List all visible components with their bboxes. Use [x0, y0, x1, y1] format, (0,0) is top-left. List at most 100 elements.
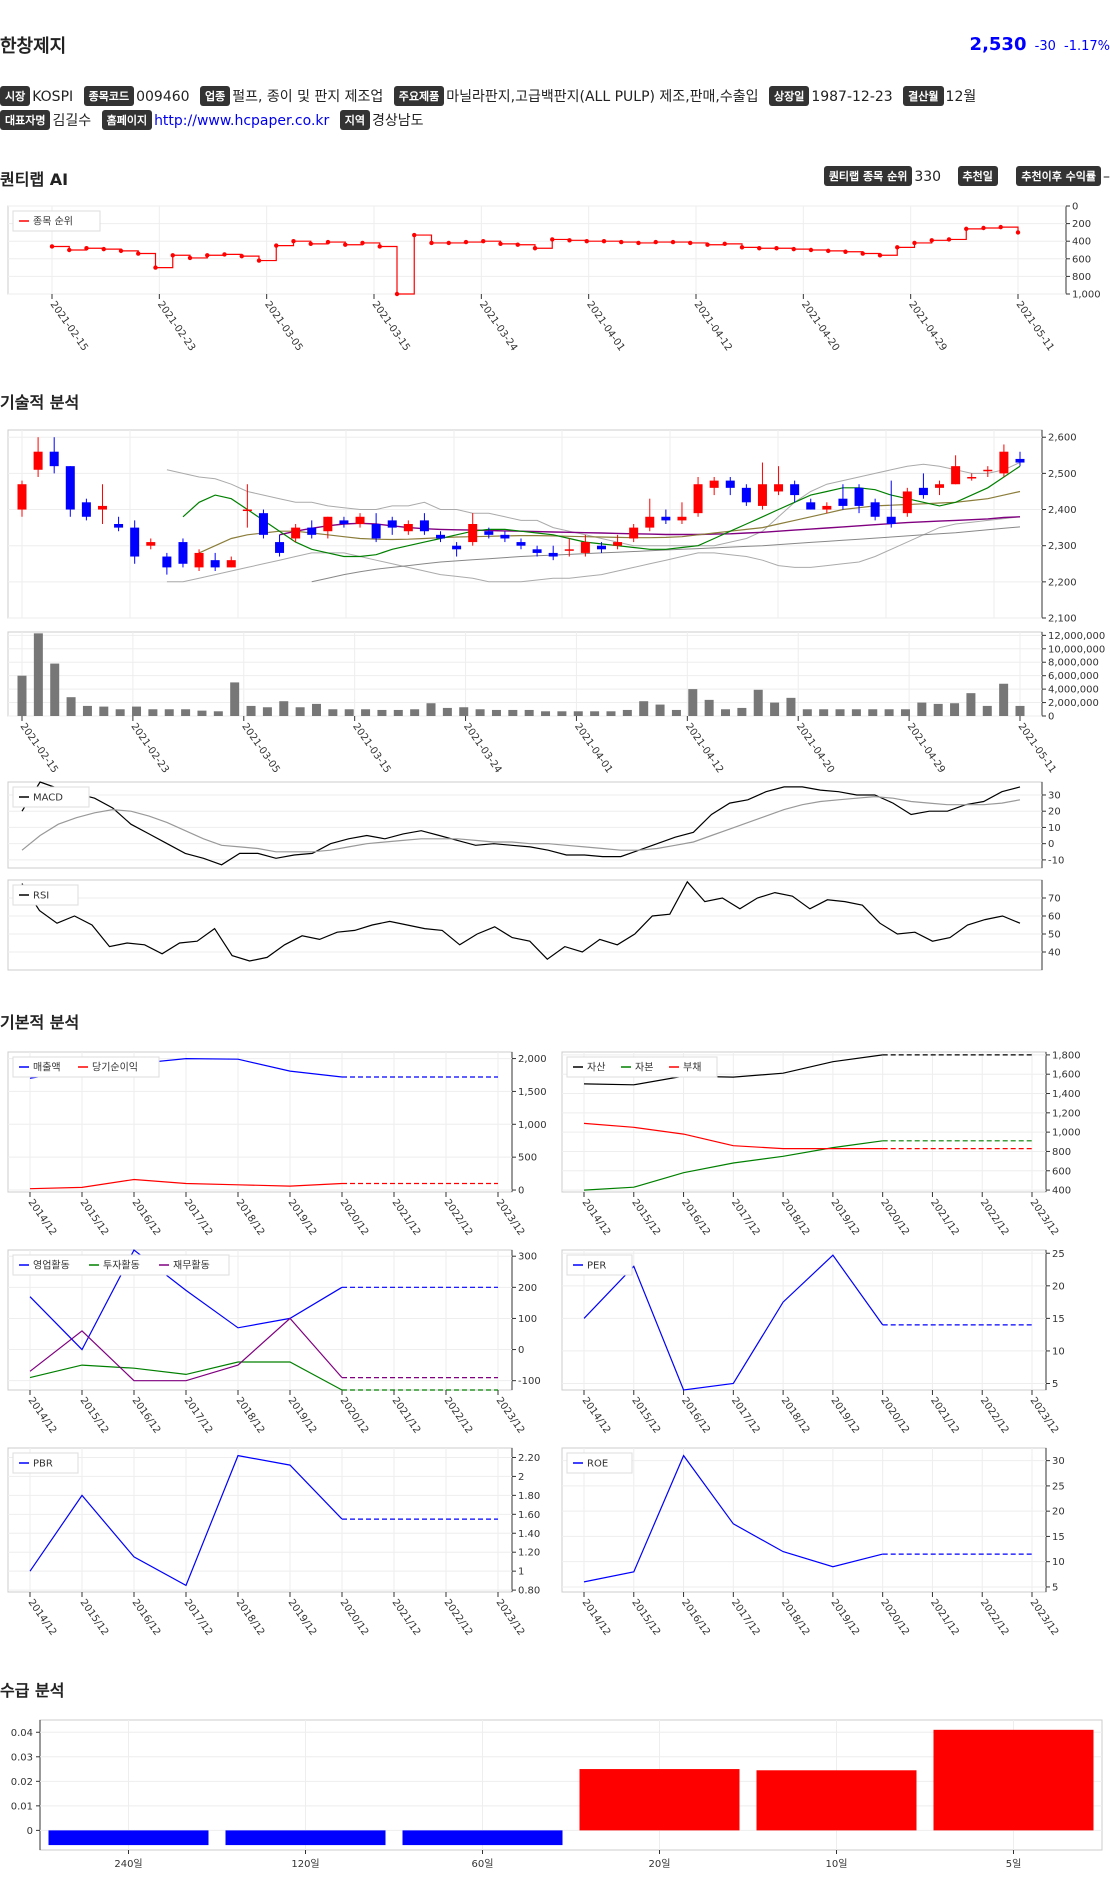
pbr-y-tick-label: 1.80: [518, 1491, 540, 1502]
supply-bar: [48, 1830, 209, 1846]
macd-y-tick-label: 20: [1048, 807, 1061, 818]
macd-y-tick-label: -10: [1048, 855, 1064, 866]
supply-bar: [402, 1830, 563, 1846]
roe-legend-box: [566, 1452, 633, 1474]
assets-legend-box: [566, 1056, 718, 1078]
assets-y-tick-label: 1,600: [1052, 1070, 1081, 1081]
volume-y-tick-label: 6,000,000: [1048, 671, 1099, 682]
volume-bar: [66, 697, 76, 716]
current-price: 2,530: [969, 34, 1027, 55]
rank-point: [136, 251, 141, 256]
candle-y-tick-label: 2,500: [1048, 469, 1077, 480]
supply-y-tick-label: 0: [27, 1826, 33, 1837]
rank-x-tick-label: 2021-03-15: [370, 299, 412, 353]
roe-y-tick-label: 30: [1052, 1456, 1065, 1467]
candle-body: [983, 469, 993, 472]
rank-point: [826, 248, 831, 254]
volume-bar: [982, 705, 992, 716]
assets-x-tick-label: 2016/12: [679, 1197, 712, 1237]
rank-point: [636, 240, 641, 246]
roe-y-tick-label: 20: [1052, 1507, 1065, 1518]
rank-point: [843, 249, 848, 254]
cashflow-y-tick-label: 100: [518, 1314, 537, 1325]
candle-body: [774, 484, 784, 492]
volume-bar: [393, 709, 403, 716]
supply-x-tick-label: 5일: [1006, 1858, 1022, 1870]
candle-body: [677, 516, 687, 521]
rsi-legend-label: RSI: [33, 891, 49, 902]
rsi-series-line: [21, 880, 1021, 962]
rank-point: [205, 253, 210, 258]
listed-tag: 상장일: [768, 86, 810, 106]
assets-x-tick-label: 2018/12: [779, 1197, 812, 1237]
volume-bar: [541, 711, 551, 716]
assets-legend-label: 자본: [635, 1062, 653, 1074]
candle-body: [436, 534, 446, 539]
roe-y-tick-label: 10: [1052, 1557, 1065, 1568]
rank-point: [463, 239, 469, 245]
revenue-legend-label: 매출액: [33, 1062, 61, 1074]
assets-legend-label: 부채: [683, 1062, 701, 1074]
volume-bar: [524, 709, 534, 716]
pbr-x-tick-label: 2014/12: [26, 1597, 59, 1637]
volume-x-tick-label: 2021-04-01: [572, 721, 614, 775]
section-title-fundamental: 기본적 분석: [0, 1013, 80, 1032]
sector-value: 펄프, 종이 및 판지 제조업: [232, 89, 384, 105]
ceo-tag: 대표자명: [0, 110, 51, 130]
pbr-y-tick-label: 1.20: [518, 1548, 540, 1559]
rank-point: [705, 242, 710, 247]
rank-y-tick-label: 200: [1072, 219, 1091, 230]
volume-bar: [819, 709, 829, 716]
volume-bar: [770, 702, 780, 716]
volume-bar: [426, 703, 436, 716]
rank-point: [981, 225, 986, 231]
candle-body: [403, 524, 413, 532]
assets-y-tick-label: 600: [1052, 1166, 1071, 1177]
volume-bar: [900, 709, 910, 716]
supply-y-tick-label: 0.04: [11, 1728, 33, 1739]
fiscal-tag: 결산월: [903, 86, 944, 106]
pbr-x-tick-label: 2020/12: [338, 1597, 371, 1637]
assets-y-tick-label: 1,200: [1052, 1108, 1081, 1119]
volume-bar: [688, 689, 698, 716]
rank-point: [412, 232, 417, 238]
rank-point: [739, 245, 745, 250]
supply-bar: [933, 1729, 1094, 1831]
candle-body: [130, 527, 140, 557]
per-y-tick-label: 5: [1052, 1379, 1058, 1390]
fiscal-value: 12월: [945, 89, 977, 105]
revenue-x-tick-label: 2023/12: [494, 1197, 527, 1237]
candle-body: [291, 527, 301, 539]
roe-series-line: [583, 1454, 883, 1583]
candle-body: [97, 505, 107, 510]
rank-point: [601, 239, 607, 244]
rsi-y-tick-label: 40: [1048, 948, 1061, 959]
volume-bar: [164, 709, 174, 716]
candle-body: [918, 487, 928, 496]
ma-gray-line: [311, 526, 1021, 583]
rank-point: [429, 240, 434, 246]
ma-purple-line: [279, 516, 1021, 536]
cashflow-series-line: [29, 1361, 343, 1391]
assets-x-tick-label: 2023/12: [1028, 1197, 1061, 1237]
candle-body: [596, 545, 606, 550]
pbr-x-tick-label: 2022/12: [442, 1597, 475, 1637]
cashflow-x-tick-label: 2018/12: [234, 1395, 267, 1435]
info-line-1: 시장 KOSPI 종목코드 009460 업종 펄프, 종이 및 판지 제조업 주요제…: [0, 86, 982, 106]
cashflow-legend-box: [12, 1254, 230, 1276]
rank-point: [394, 291, 400, 297]
candle-body: [548, 552, 558, 557]
volume-x-tick-label: 2021-05-11: [1016, 721, 1058, 775]
pbr-legend-label: PBR: [33, 1459, 53, 1470]
region-tag: 지역: [339, 110, 370, 130]
candle-body: [162, 556, 172, 568]
per-x-tick-label: 2023/12: [1028, 1395, 1061, 1435]
revenue-x-tick-label: 2017/12: [182, 1197, 215, 1237]
ai-summary: 퀀티랩 종목 순위 330 추천일 추천이후 수익률 –: [823, 166, 1110, 186]
macd-series-line: [21, 781, 1021, 866]
candle-body: [500, 534, 510, 539]
volume-y-tick-label: 0: [1048, 712, 1054, 723]
volume-bar: [361, 709, 371, 716]
homepage-link[interactable]: http://www.hcpaper.co.kr: [154, 113, 330, 129]
candle-body: [81, 502, 91, 517]
